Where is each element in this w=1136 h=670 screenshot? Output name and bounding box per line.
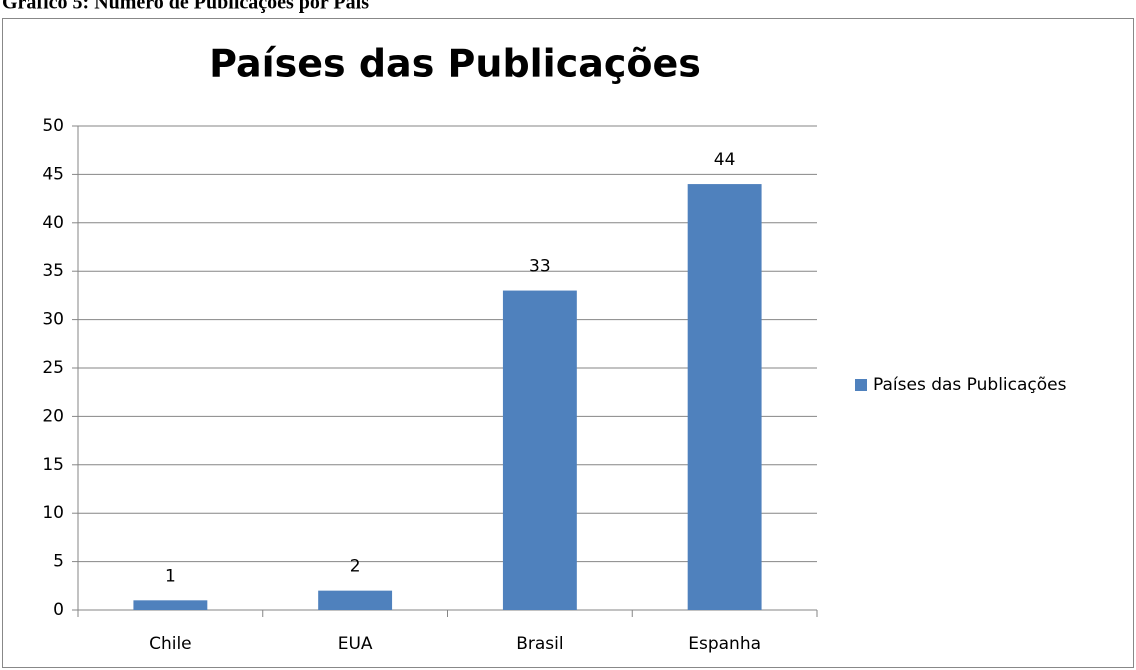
data-label: 2 xyxy=(350,557,361,577)
y-tick-label: 45 xyxy=(42,164,64,184)
bar xyxy=(687,184,762,610)
legend-label: Países das Publicações xyxy=(873,375,1067,395)
y-tick-label: 25 xyxy=(42,358,64,378)
x-tick-label: Brasil xyxy=(516,634,563,654)
y-tick-label: 50 xyxy=(42,116,64,136)
data-label: 33 xyxy=(529,257,551,277)
x-tick-label: Espanha xyxy=(688,634,761,654)
y-tick-label: 10 xyxy=(42,503,64,523)
legend-swatch xyxy=(855,379,867,391)
bar xyxy=(133,600,208,610)
y-tick-label: 20 xyxy=(42,406,64,426)
y-tick-label: 35 xyxy=(42,261,64,281)
data-label: 1 xyxy=(165,566,176,586)
chart-title: Países das Publicações xyxy=(209,42,701,86)
data-label: 44 xyxy=(714,150,736,170)
y-tick-label: 30 xyxy=(42,310,64,330)
x-tick-label: Chile xyxy=(149,634,192,654)
bar xyxy=(502,290,577,610)
x-tick-label: EUA xyxy=(338,634,373,654)
bar xyxy=(318,590,393,610)
y-tick-label: 15 xyxy=(42,455,64,475)
y-tick-label: 40 xyxy=(42,213,64,233)
figure-caption: Gráfico 5: Número de Publicações por Paí… xyxy=(2,0,369,14)
y-tick-label: 0 xyxy=(53,600,64,620)
y-tick-label: 5 xyxy=(53,552,64,572)
